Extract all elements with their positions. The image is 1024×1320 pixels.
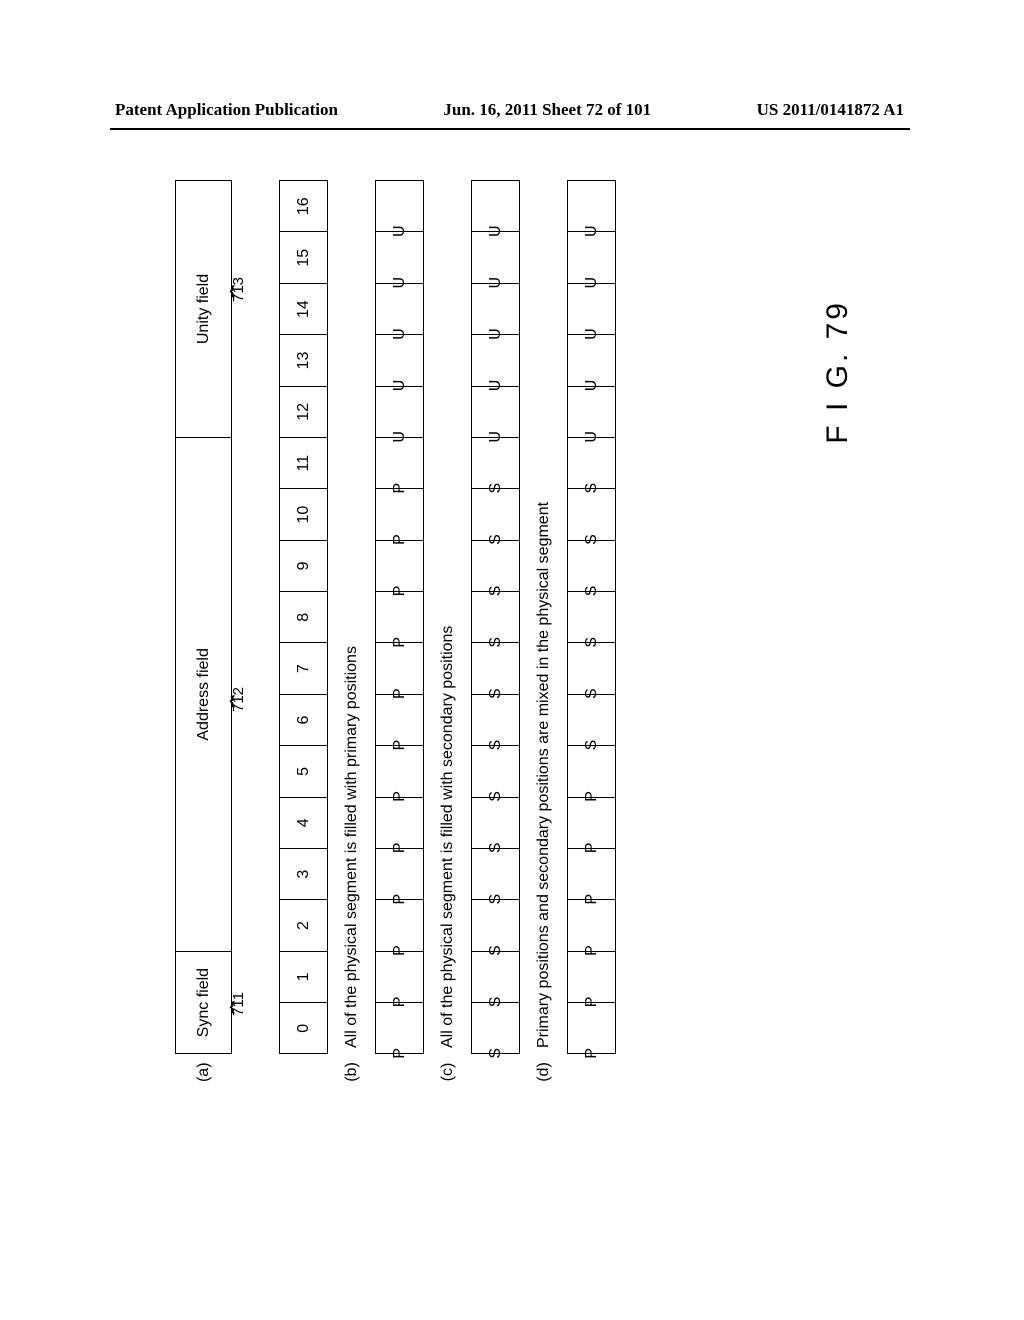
data-cell: S <box>472 976 520 1027</box>
data-cell: U <box>472 257 520 308</box>
ref-711: 711 <box>230 992 247 1016</box>
data-cell: P <box>376 822 424 873</box>
index-cell: 13 <box>280 335 328 386</box>
data-cell: U <box>568 206 616 258</box>
data-cell: P <box>376 976 424 1027</box>
index-cell: 5 <box>280 746 328 797</box>
index-row: 012345678910111213141516 <box>280 181 328 1091</box>
data-cell: P <box>568 771 616 822</box>
index-cell: 2 <box>280 900 328 951</box>
desc-b: All of the physical segment is filled wi… <box>328 181 376 1055</box>
data-cell: P <box>568 822 616 873</box>
data-cell: S <box>472 617 520 668</box>
row-label-b: (b) <box>328 1054 376 1090</box>
data-cell: P <box>568 925 616 976</box>
data-cell: S <box>472 822 520 873</box>
data-cell: S <box>472 463 520 514</box>
data-cell: P <box>376 514 424 565</box>
data-cell: P <box>568 1028 616 1079</box>
address-field-header: Address field <box>176 438 232 952</box>
data-cell: U <box>376 411 424 462</box>
data-cell: P <box>376 617 424 668</box>
data-cell: P <box>376 668 424 719</box>
figure-caption: F I G. 79 <box>821 300 855 444</box>
data-cell: U <box>376 206 424 258</box>
ref-713: 713 <box>230 277 247 302</box>
segment-diagram-table: (a) Sync field Address field Unity field… <box>175 180 616 1090</box>
data-cell: S <box>568 617 616 668</box>
data-cell: S <box>472 565 520 616</box>
data-cell: S <box>472 1028 520 1079</box>
sync-field-header: Sync field <box>176 951 232 1054</box>
index-cell: 6 <box>280 694 328 745</box>
data-cell: S <box>568 565 616 616</box>
data-cell: S <box>472 925 520 976</box>
data-cell: S <box>472 874 520 925</box>
data-cell: U <box>376 360 424 411</box>
desc-d: Primary positions and secondary position… <box>520 181 568 1055</box>
data-row-b: PPPPPPPPPPPPUUUUU <box>376 181 424 1091</box>
data-cell: S <box>568 514 616 565</box>
index-cell: 1 <box>280 951 328 1002</box>
data-cell: U <box>568 411 616 462</box>
data-cell: U <box>376 257 424 308</box>
data-cell: P <box>376 874 424 925</box>
data-cell: S <box>472 514 520 565</box>
data-cell: P <box>376 925 424 976</box>
data-cell: P <box>376 771 424 822</box>
index-cell: 4 <box>280 797 328 848</box>
data-cell: U <box>568 257 616 308</box>
data-cell: U <box>472 360 520 411</box>
data-cell: S <box>472 719 520 770</box>
data-cell: U <box>472 206 520 258</box>
data-cell: U <box>472 411 520 462</box>
data-cell: P <box>568 976 616 1027</box>
row-label-a: (a) <box>176 1054 232 1090</box>
index-cell: 12 <box>280 386 328 437</box>
data-cell: S <box>568 719 616 770</box>
row-label-c: (c) <box>424 1054 472 1090</box>
data-cell: U <box>568 308 616 359</box>
rotated-figure: (a) Sync field Address field Unity field… <box>175 180 865 1090</box>
index-cell: 9 <box>280 540 328 591</box>
index-cell: 7 <box>280 643 328 694</box>
data-row-d: PPPPPPSSSSSSUUUUU <box>568 181 616 1091</box>
data-cell: P <box>568 874 616 925</box>
index-cell: 0 <box>280 1003 328 1054</box>
data-cell: P <box>376 719 424 770</box>
data-cell: U <box>472 308 520 359</box>
header-center: Jun. 16, 2011 Sheet 72 of 101 <box>443 100 651 120</box>
header-right: US 2011/0141872 A1 <box>757 100 904 120</box>
data-cell: S <box>472 771 520 822</box>
ref-712: 712 <box>230 687 247 712</box>
data-cell: P <box>376 1028 424 1079</box>
unity-field-header: Unity field <box>176 181 232 438</box>
index-cell: 11 <box>280 438 328 489</box>
header-rule <box>110 128 910 130</box>
data-cell: P <box>376 463 424 514</box>
index-cell: 14 <box>280 283 328 334</box>
data-cell: P <box>376 565 424 616</box>
data-cell: S <box>568 463 616 514</box>
data-cell: S <box>568 668 616 719</box>
data-cell: U <box>568 360 616 411</box>
data-row-c: SSSSSSSSSSSSUUUUU <box>472 181 520 1091</box>
index-cell: 3 <box>280 849 328 900</box>
index-cell: 15 <box>280 232 328 283</box>
index-cell: 8 <box>280 592 328 643</box>
index-cell: 16 <box>280 181 328 233</box>
data-cell: S <box>472 668 520 719</box>
data-cell: U <box>376 308 424 359</box>
index-cell: 10 <box>280 489 328 540</box>
header-left: Patent Application Publication <box>115 100 338 120</box>
desc-c: All of the physical segment is filled wi… <box>424 181 472 1055</box>
figure-container: (a) Sync field Address field Unity field… <box>175 180 865 1090</box>
row-label-d: (d) <box>520 1054 568 1090</box>
